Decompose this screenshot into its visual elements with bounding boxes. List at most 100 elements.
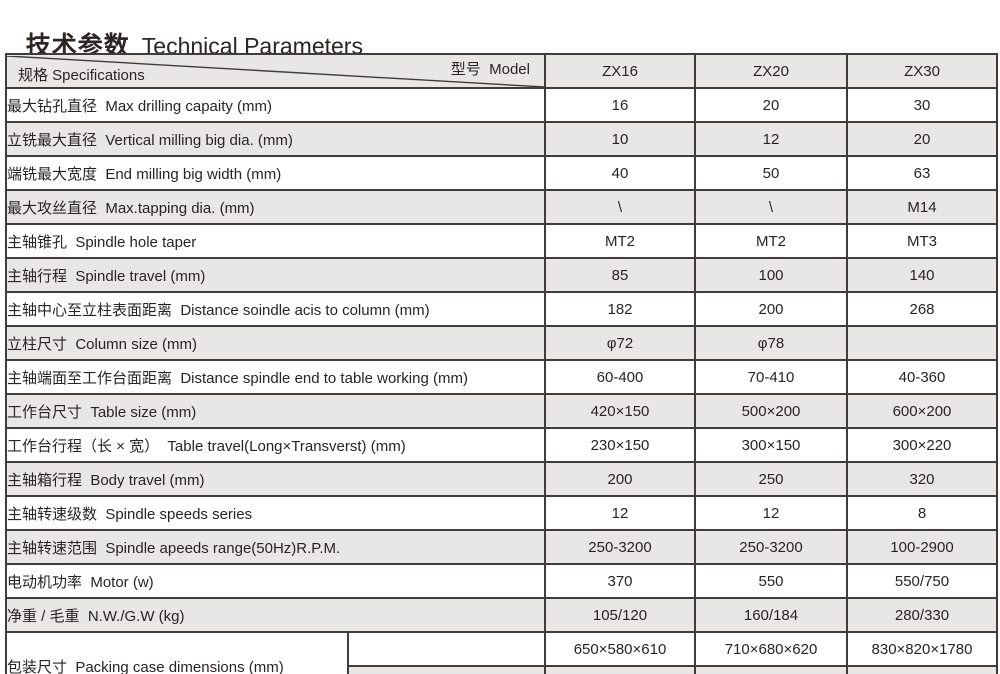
table-row: 主轴转速级数 Spindle speeds series 12 12 8	[5, 495, 998, 531]
tools-cell-zx16: 550×430×420	[544, 665, 696, 674]
cell-zx16: 16	[544, 87, 696, 123]
packing-cell-zx20: 710×680×620	[694, 631, 848, 667]
cell-zx30: 140	[846, 257, 998, 293]
cell-zx30: M14	[846, 189, 998, 225]
cell-zx20: 500×200	[694, 393, 848, 429]
cell-zx16: 10	[544, 121, 696, 157]
cell-zx20: 70-410	[694, 359, 848, 395]
cell-zx30: MT3	[846, 223, 998, 259]
row-label: 主轴中心至立柱表面距离 Distance soindle acis to col…	[5, 291, 546, 327]
cell-zx16: 40	[544, 155, 696, 191]
header-model-label: 型号 Model	[450, 60, 530, 78]
cell-zx16: 250-3200	[544, 529, 696, 565]
cell-zx20: 12	[694, 121, 848, 157]
row-label: 主轴端面至工作台面距离 Distance spindle end to tabl…	[5, 359, 546, 395]
table-row: 立铣最大直径 Vertical milling big dia. (mm) 10…	[5, 121, 998, 157]
cell-zx30: 30	[846, 87, 998, 123]
cell-zx20: 200	[694, 291, 848, 327]
cell-zx30: 20	[846, 121, 998, 157]
table-row: 净重 / 毛重 N.W./G.W (kg) 105/120 160/184 28…	[5, 597, 998, 633]
cell-zx20: 160/184	[694, 597, 848, 633]
row-label: 净重 / 毛重 N.W./G.W (kg)	[5, 597, 546, 633]
cell-zx30: 8	[846, 495, 998, 531]
header-model-zx16: ZX16	[544, 53, 696, 89]
row-label: 端铣最大宽度 End milling big width (mm)	[5, 155, 546, 191]
row-label: 立柱尺寸 Column size (mm)	[5, 325, 546, 361]
cell-zx30: 40-360	[846, 359, 998, 395]
cell-zx20: 250-3200	[694, 529, 848, 565]
row-label: 工作台行程（长 × 宽） Table travel(Long×Transvers…	[5, 427, 546, 463]
row-label: 主轴转速级数 Spindle speeds series	[5, 495, 546, 531]
cell-zx20: MT2	[694, 223, 848, 259]
tools-box-row: 工具箱 Tools box 550×430×420 640×490×430	[6, 665, 998, 674]
packing-main-row: 包装尺寸 Packing case dimensions (mm) 650×58…	[5, 631, 998, 674]
table-row: 立柱尺寸 Column size (mm) φ72 φ78	[5, 325, 998, 361]
cell-zx16: 230×150	[544, 427, 696, 463]
header-diagonal-cell: 规格 Specifications 型号 Model	[5, 53, 546, 89]
diagonal-divider-line	[7, 56, 544, 87]
table-row: 最大攻丝直径 Max.tapping dia. (mm) \ \ M14	[5, 189, 998, 225]
cell-zx20: 250	[694, 461, 848, 497]
row-label: 主轴行程 Spindle travel (mm)	[5, 257, 546, 293]
cell-zx16: φ72	[544, 325, 696, 361]
row-label: 主轴锥孔 Spindle hole taper	[5, 223, 546, 259]
cell-zx30: 600×200	[846, 393, 998, 429]
cell-zx16: 182	[544, 291, 696, 327]
cell-zx30: 320	[846, 461, 998, 497]
cell-zx20: 550	[694, 563, 848, 599]
technical-parameters-table: 规格 Specifications 型号 Model ZX16 ZX20 ZX3…	[5, 53, 998, 674]
packing-sub-empty-cell	[347, 631, 546, 667]
cell-zx16: 200	[544, 461, 696, 497]
cell-zx16: 12	[544, 495, 696, 531]
cell-zx20: 50	[694, 155, 848, 191]
cell-zx20: φ78	[694, 325, 848, 361]
cell-zx30: 300×220	[846, 427, 998, 463]
header-diagonal-wrap: 规格 Specifications 型号 Model	[7, 56, 544, 87]
table-row: 工作台行程（长 × 宽） Table travel(Long×Transvers…	[5, 427, 998, 463]
header-model-zx30: ZX30	[846, 53, 998, 89]
cell-zx16: 370	[544, 563, 696, 599]
cell-zx30: 100-2900	[846, 529, 998, 565]
table-row: 工作台尺寸 Table size (mm) 420×150 500×200 60…	[5, 393, 998, 429]
table-row: 端铣最大宽度 End milling big width (mm) 40 50 …	[5, 155, 998, 191]
cell-zx16: 60-400	[544, 359, 696, 395]
packing-label: 包装尺寸 Packing case dimensions (mm)	[5, 631, 349, 674]
table-row: 主轴箱行程 Body travel (mm) 200 250 320	[5, 461, 998, 497]
row-label: 工作台尺寸 Table size (mm)	[5, 393, 546, 429]
table-row: 主轴行程 Spindle travel (mm) 85 100 140	[5, 257, 998, 293]
cell-zx30: 268	[846, 291, 998, 327]
row-label: 最大钻孔直径 Max drilling capaity (mm)	[5, 87, 546, 123]
tools-cell-zx20: 640×490×430	[694, 665, 848, 674]
table-row: 最大钻孔直径 Max drilling capaity (mm) 16 20 3…	[5, 87, 998, 123]
table-row: 电动机功率 Motor (w) 370 550 550/750	[5, 563, 998, 599]
cell-zx20: 100	[694, 257, 848, 293]
table-header-row: 规格 Specifications 型号 Model ZX16 ZX20 ZX3…	[5, 53, 998, 89]
tools-cell-zx30	[846, 665, 998, 674]
cell-zx30: 550/750	[846, 563, 998, 599]
row-label: 主轴箱行程 Body travel (mm)	[5, 461, 546, 497]
cell-zx16: \	[544, 189, 696, 225]
row-label: 电动机功率 Motor (w)	[5, 563, 546, 599]
cell-zx20: 12	[694, 495, 848, 531]
tools-box-label: 工具箱 Tools box	[347, 665, 546, 674]
packing-cell-zx16: 650×580×610	[544, 631, 696, 667]
row-label: 主轴转速范围 Spindle apeeds range(50Hz)R.P.M.	[5, 529, 546, 565]
table-row: 主轴端面至工作台面距离 Distance spindle end to tabl…	[5, 359, 998, 395]
cell-zx30: 280/330	[846, 597, 998, 633]
packing-cell-zx30: 830×820×1780	[846, 631, 998, 667]
table-row: 主轴转速范围 Spindle apeeds range(50Hz)R.P.M. …	[5, 529, 998, 565]
cell-zx16: 85	[544, 257, 696, 293]
cell-zx16: 105/120	[544, 597, 696, 633]
cell-zx16: MT2	[544, 223, 696, 259]
cell-zx20: 300×150	[694, 427, 848, 463]
table-row: 主轴中心至立柱表面距离 Distance soindle acis to col…	[5, 291, 998, 327]
cell-zx20: \	[694, 189, 848, 225]
cell-zx16: 420×150	[544, 393, 696, 429]
row-label: 最大攻丝直径 Max.tapping dia. (mm)	[5, 189, 546, 225]
cell-zx30: 63	[846, 155, 998, 191]
table-row: 主轴锥孔 Spindle hole taper MT2 MT2 MT3	[5, 223, 998, 259]
cell-zx30	[846, 325, 998, 361]
row-label: 立铣最大直径 Vertical milling big dia. (mm)	[5, 121, 546, 157]
header-model-zx20: ZX20	[694, 53, 848, 89]
